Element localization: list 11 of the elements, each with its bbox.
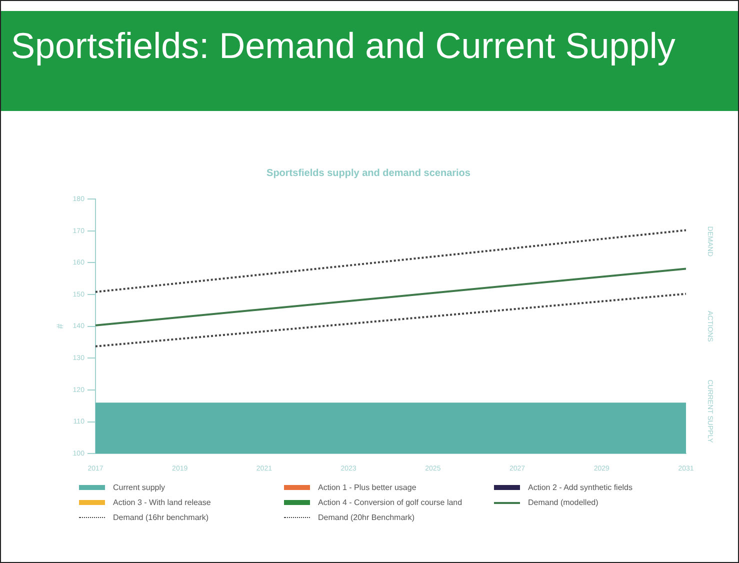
legend-label: Demand (16hr benchmark) bbox=[113, 513, 209, 522]
legend-label: Action 2 - Add synthetic fields bbox=[528, 483, 632, 492]
legend-label: Action 3 - With land release bbox=[113, 498, 211, 507]
y-axis-title: # bbox=[54, 324, 65, 329]
chart-title: Sportsfields: Demand and Current Supply bbox=[1, 11, 738, 111]
legend-label: Demand (20hr Benchmark) bbox=[318, 513, 414, 522]
legend-label: Action 4 - Conversion of golf course land bbox=[318, 498, 462, 507]
legend-label: Demand (modelled) bbox=[528, 498, 598, 507]
legend-label: Action 1 - Plus better usage bbox=[318, 483, 416, 492]
chart-subtitle: Sportsfields supply and demand scenarios bbox=[266, 168, 471, 179]
legend-label: Current supply bbox=[113, 483, 166, 492]
